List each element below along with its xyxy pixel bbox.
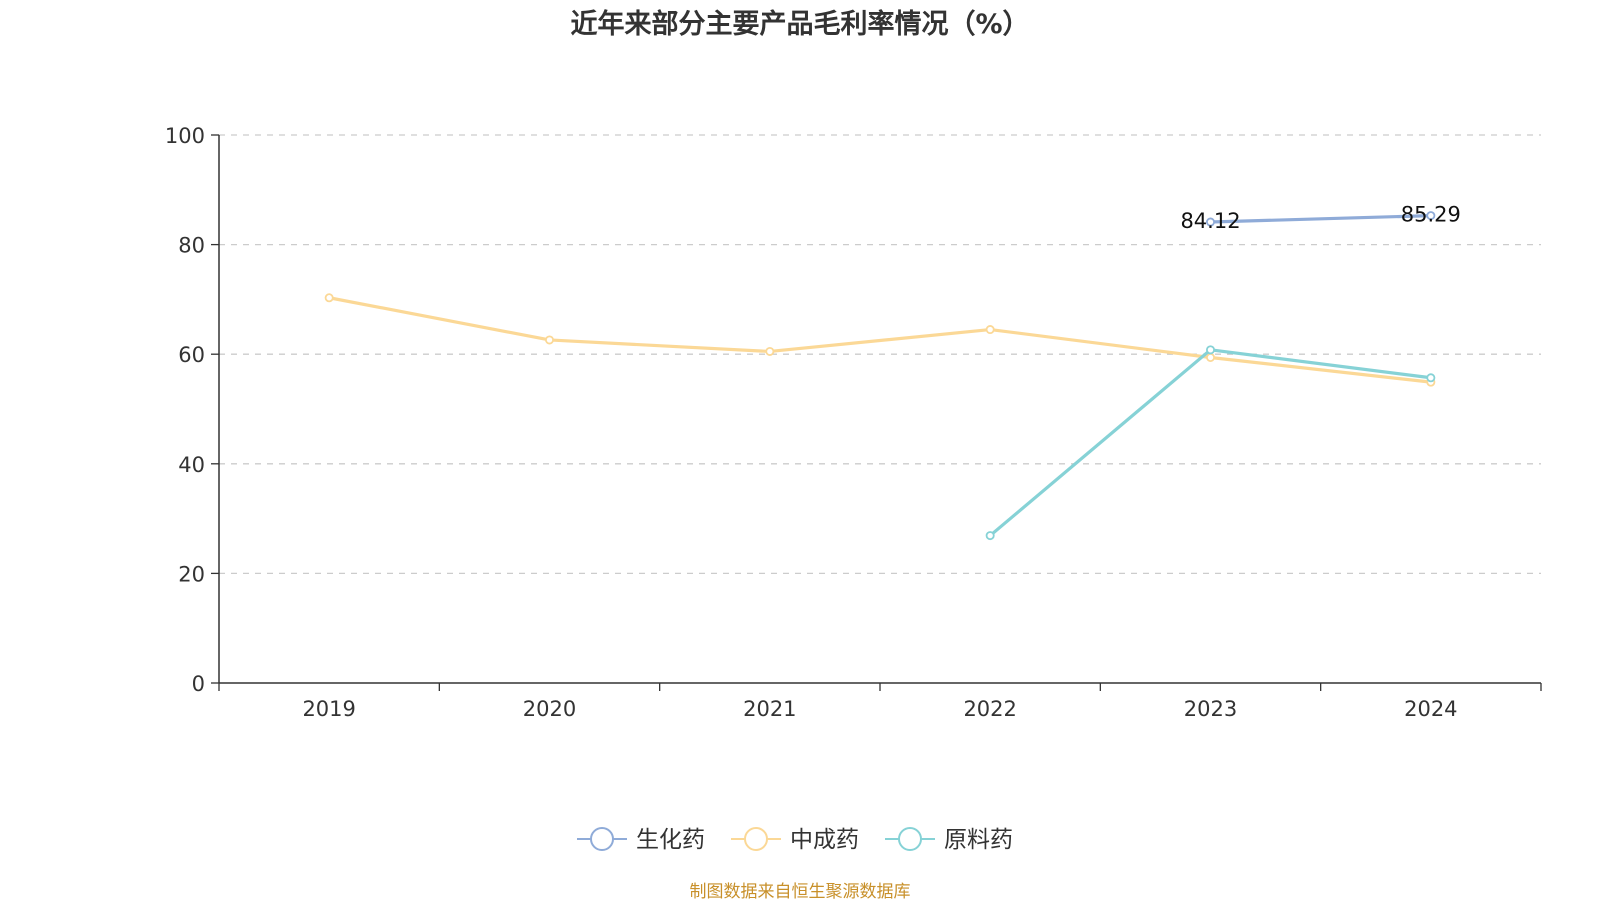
series-shenghuayao: [1206, 211, 1436, 227]
y-tick-label: 0: [192, 672, 205, 696]
source-note: 制图数据来自恒生聚源数据库: [690, 882, 911, 900]
legend: 生化药 中成药 原料药: [577, 827, 1013, 853]
data-point[interactable]: [545, 335, 555, 345]
x-tick-label: 2021: [743, 697, 796, 721]
y-tick-label: 40: [178, 453, 205, 477]
series-yuanliaoyao: [985, 345, 1436, 541]
data-point[interactable]: [1206, 352, 1216, 362]
series-lines: [324, 211, 1436, 541]
data-label: 84.12: [1180, 209, 1240, 233]
x-tick-label: 2023: [1184, 697, 1237, 721]
legend-marker: [744, 827, 768, 851]
legend-marker: [590, 827, 614, 851]
legend-item-zhongchengyao[interactable]: 中成药: [731, 827, 859, 853]
legend-label: 生化药: [636, 827, 705, 853]
series-line-yuanliaoyao: [989, 348, 1432, 537]
legend-marker: [898, 827, 922, 851]
grid-lines: [219, 134, 1541, 575]
legend-label: 原料药: [944, 827, 1013, 853]
data-point[interactable]: [1426, 373, 1436, 383]
series-zhongchengyao: [324, 293, 1436, 387]
data-point[interactable]: [985, 325, 995, 335]
data-point[interactable]: [1426, 211, 1436, 221]
data-labels: 84.12 85.29: [1180, 203, 1460, 233]
series-line-shenghuayao: [1210, 214, 1431, 224]
data-label: 85.29: [1401, 203, 1461, 227]
axes: 0 20 40 60 80 100 2019 2020 2021 2022 2023 2024: [165, 124, 1542, 721]
legend-item-yuanliaoyao[interactable]: 原料药: [885, 827, 1013, 853]
series-line-zhongchengyao: [328, 296, 1432, 384]
y-tick-label: 100: [165, 124, 205, 148]
data-point[interactable]: [1206, 217, 1216, 227]
x-tick-label: 2022: [963, 697, 1016, 721]
y-tick-label: 80: [178, 234, 205, 258]
data-point[interactable]: [765, 346, 775, 356]
legend-item-shenghuayao[interactable]: 生化药: [577, 827, 705, 853]
data-point[interactable]: [324, 293, 334, 303]
x-tick-label: 2024: [1404, 697, 1457, 721]
data-point[interactable]: [985, 531, 995, 541]
x-tick-label: 2019: [302, 697, 355, 721]
y-tick-label: 20: [178, 562, 205, 586]
data-point[interactable]: [1206, 345, 1216, 355]
y-tick-label: 60: [178, 343, 205, 367]
legend-label: 中成药: [790, 827, 859, 853]
x-tick-label: 2020: [523, 697, 576, 721]
chart-title: 近年来部分主要产品毛利率情况（%）: [570, 8, 1029, 40]
